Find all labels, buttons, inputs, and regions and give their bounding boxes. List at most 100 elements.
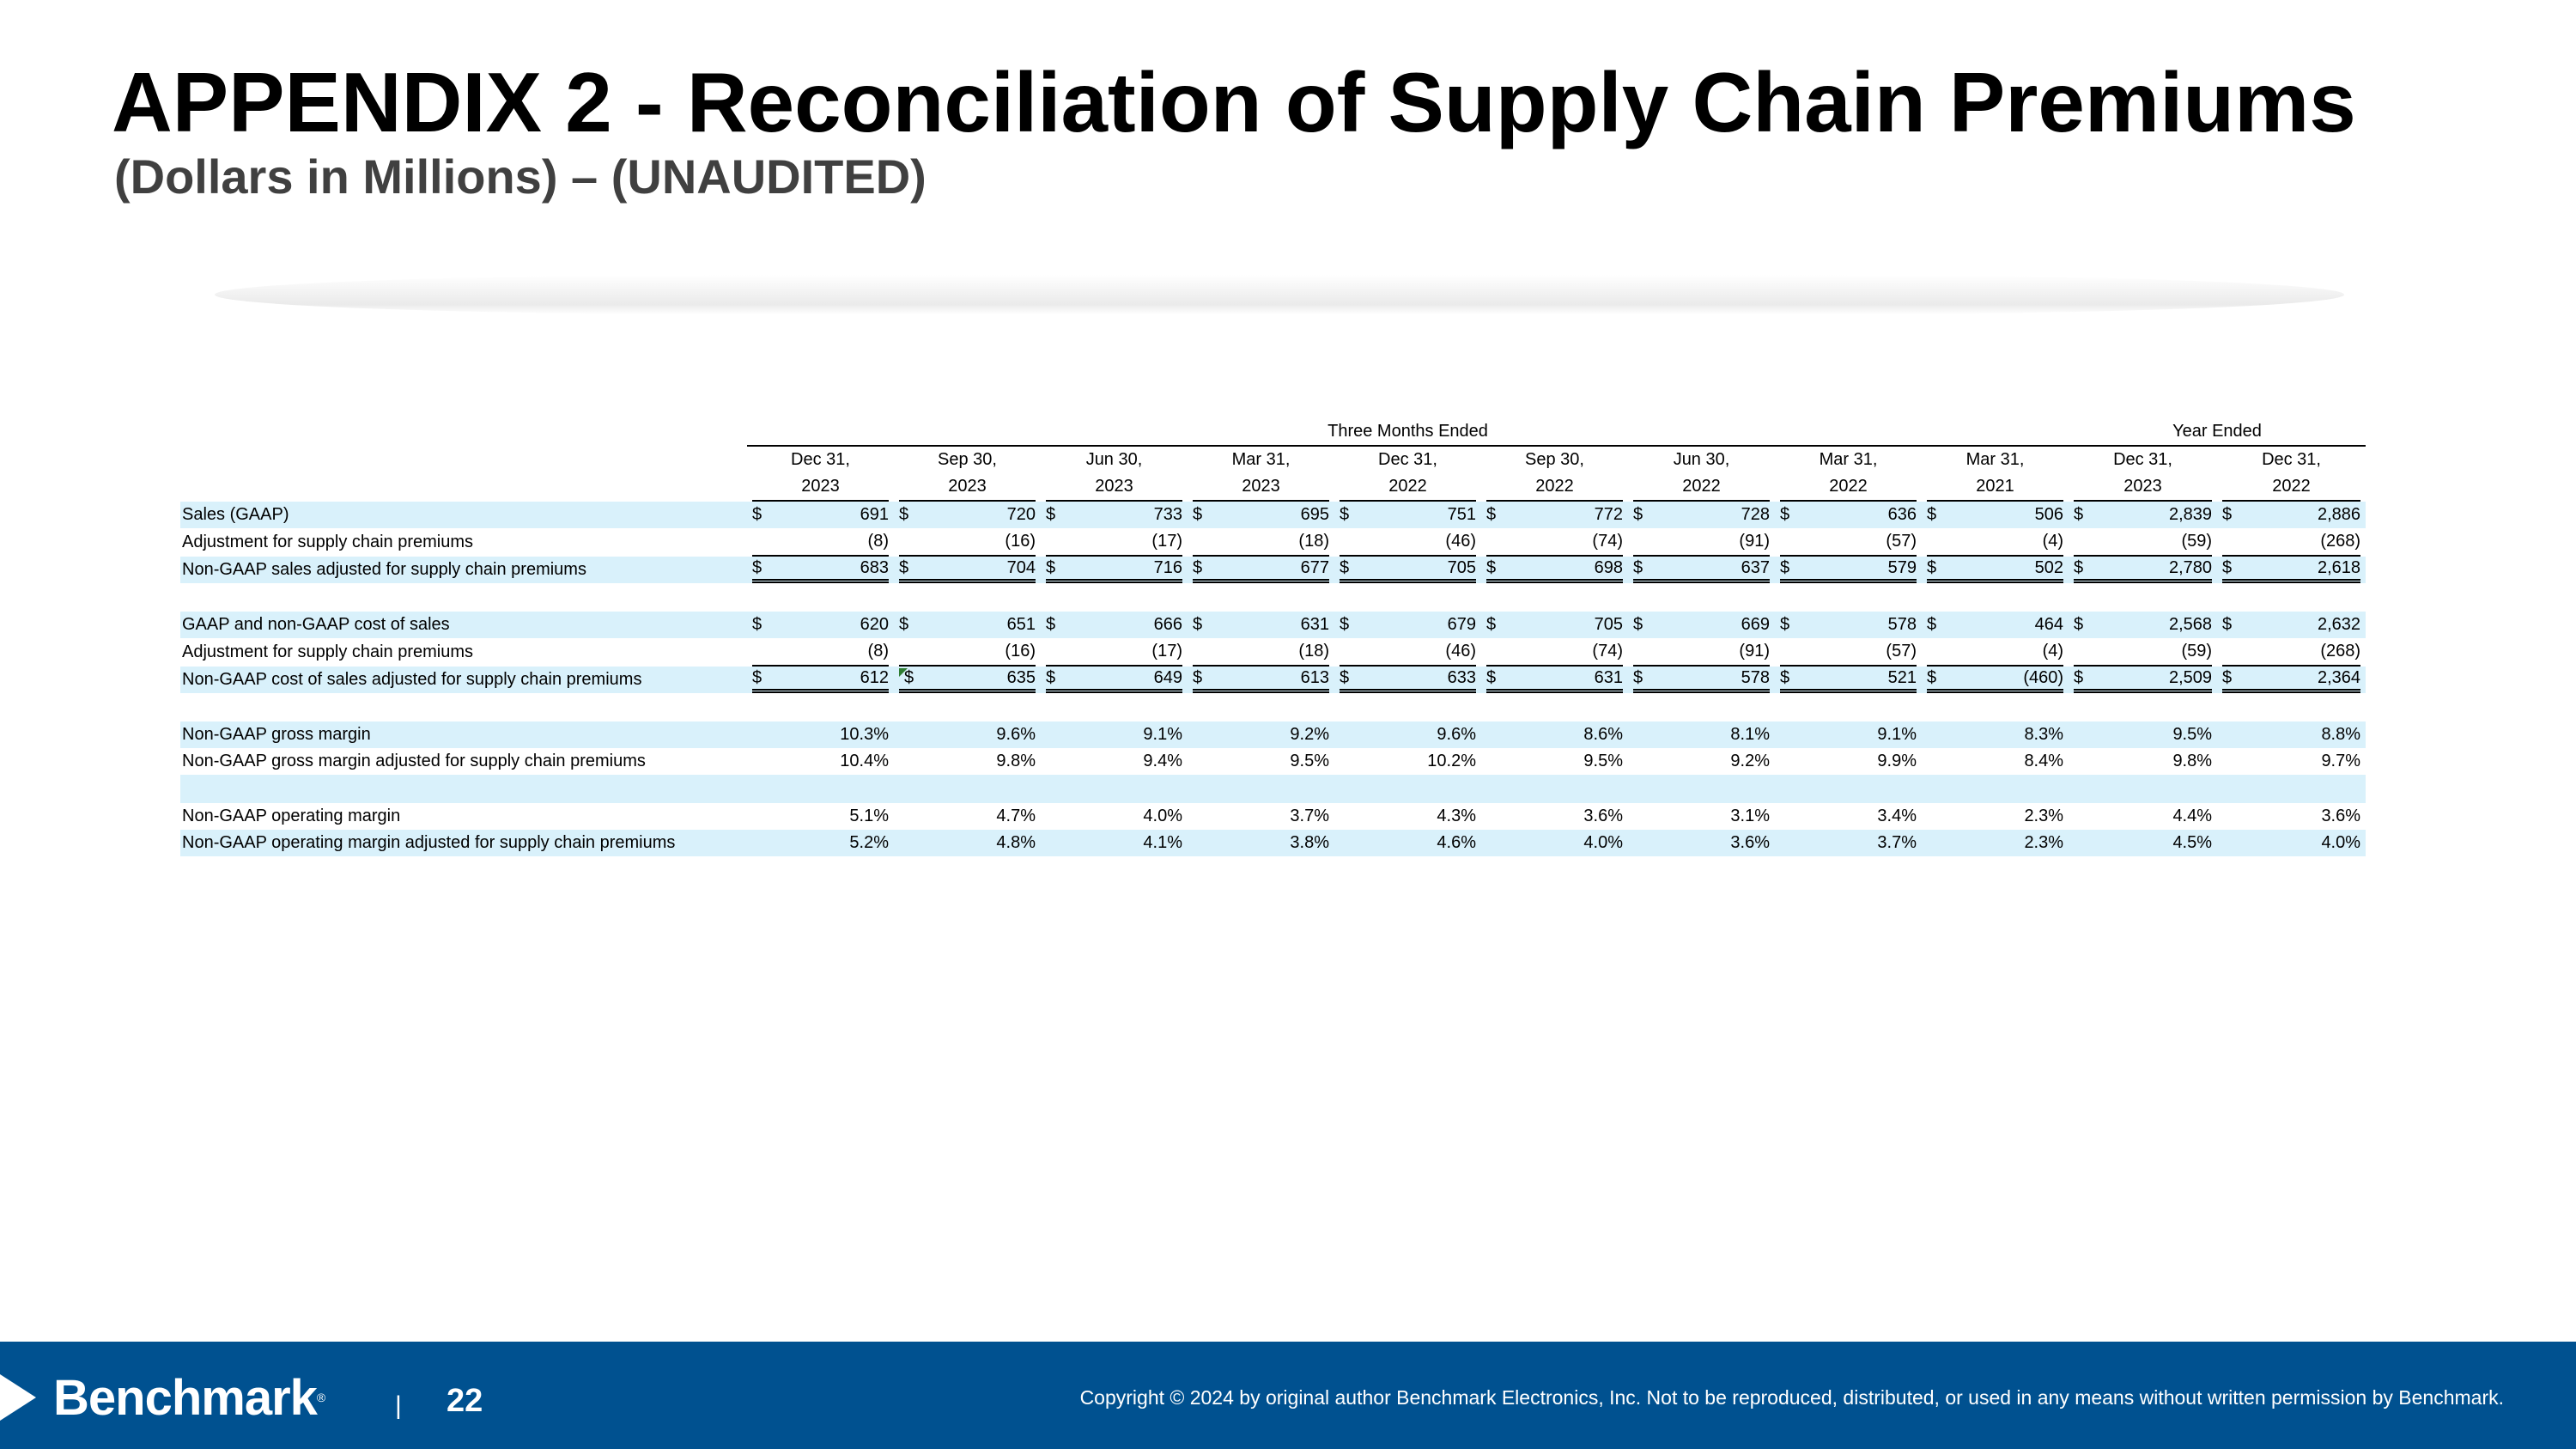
value-cell: (17) — [1041, 528, 1188, 557]
percent-cell: 4.1% — [1041, 830, 1188, 856]
value-number: 521 — [1887, 668, 1917, 687]
value-cell: $2,780 — [2069, 557, 2218, 583]
currency-symbol: $ — [1486, 615, 1497, 634]
percent-cell: 4.7% — [996, 807, 1036, 825]
currency-symbol: $ — [2074, 558, 2084, 577]
currency-symbol: $ — [1927, 668, 1937, 687]
value-number: (57) — [1886, 642, 1917, 661]
value-number: 631 — [1300, 615, 1329, 634]
value-number: (16) — [1005, 642, 1036, 661]
value-cell: $2,568 — [2069, 612, 2218, 638]
row-label: Non-GAAP cost of sales adjusted for supp… — [180, 667, 747, 693]
currency-symbol: $ — [1927, 615, 1937, 634]
value-cell: $506 — [1922, 502, 2069, 528]
benchmark-logo: Benchmark ® — [0, 1370, 325, 1426]
cell-comment-marker-icon — [899, 668, 908, 677]
currency-symbol: $ — [2074, 615, 2084, 634]
value-number: 679 — [1447, 615, 1476, 634]
spacer-row — [180, 693, 2366, 721]
value-cell: (46) — [1334, 528, 1481, 557]
value-number: 704 — [1006, 558, 1036, 577]
value-cell: (268) — [2217, 528, 2366, 557]
period-year: 2021 — [1927, 473, 2064, 502]
row-label: Adjustment for supply chain premiums — [182, 642, 474, 661]
value-number: (74) — [1592, 642, 1623, 661]
period-header-line2: 2022 — [1775, 473, 1922, 502]
value-number: 751 — [1447, 505, 1476, 524]
value-number: 2,632 — [2317, 615, 2361, 634]
value-cell: $651 — [894, 612, 1041, 638]
currency-symbol: $ — [899, 558, 909, 577]
currency-symbol: $ — [1046, 505, 1056, 524]
value-cell: $698 — [1481, 557, 1628, 583]
period-year: 2022 — [2222, 473, 2361, 502]
value-cell: (57) — [1775, 528, 1922, 557]
footer-bar: Benchmark ® | 22 Copyright © 2024 by orig… — [0, 1342, 2576, 1449]
percent-cell: 5.2% — [747, 830, 894, 856]
percent-cell: 3.7% — [1290, 807, 1329, 825]
value-cell: (4) — [1922, 638, 2069, 667]
period-year: 2023 — [899, 473, 1036, 502]
value-number: 633 — [1447, 668, 1476, 687]
value-number: (8) — [867, 532, 889, 551]
value-number: 578 — [1741, 668, 1770, 687]
value-cell: $649 — [1041, 667, 1188, 693]
value-cell: $695 — [1188, 502, 1334, 528]
value-cell: $613 — [1188, 667, 1334, 693]
row-label: GAAP and non-GAAP cost of sales — [180, 612, 747, 638]
page-number: 22 — [447, 1383, 483, 1419]
period-header-line1: Sep 30, — [1525, 450, 1584, 469]
row-label: Non-GAAP gross margin — [180, 721, 747, 748]
value-cell: (18) — [1188, 528, 1334, 557]
table-row: Adjustment for supply chain premiums (8) (… — [180, 638, 2366, 667]
period-header-line2: 2022 — [2217, 473, 2366, 502]
period-year: 2022 — [1780, 473, 1917, 502]
percent-cell: 10.3% — [747, 721, 894, 748]
percent-cell: 4.0% — [1143, 807, 1182, 825]
value-number: (8) — [867, 642, 889, 661]
table-row: Non-GAAP operating margin adjusted for s… — [180, 830, 2366, 856]
value-number: 2,568 — [2168, 615, 2213, 634]
value-cell: $669 — [1628, 612, 1775, 638]
value-number: (17) — [1151, 642, 1182, 661]
value-cell: $2,509 — [2069, 667, 2218, 693]
value-cell: $578 — [1775, 612, 1922, 638]
value-number: 691 — [860, 505, 889, 524]
period-header-line1: Sep 30, — [938, 450, 997, 469]
chevron-right-icon — [0, 1374, 36, 1421]
value-number: 631 — [1594, 668, 1623, 687]
value-number: 716 — [1153, 558, 1182, 577]
value-cell: $704 — [894, 557, 1041, 583]
period-header-line2: 2022 — [1628, 473, 1775, 502]
percent-cell: 9.1% — [1041, 721, 1188, 748]
currency-symbol: $ — [1486, 668, 1497, 687]
value-number: (460) — [2023, 668, 2064, 687]
period-header-line2: 2022 — [1334, 473, 1481, 502]
value-number: (57) — [1886, 532, 1917, 551]
percent-cell: 3.6% — [1628, 830, 1775, 856]
value-number: 636 — [1887, 505, 1917, 524]
value-number: (18) — [1298, 532, 1329, 551]
period-year: 2023 — [752, 473, 889, 502]
percent-cell: 9.1% — [1775, 721, 1922, 748]
percent-cell: 9.8% — [2172, 752, 2213, 770]
value-cell: $631 — [1188, 612, 1334, 638]
value-number: (91) — [1739, 532, 1770, 551]
percent-cell: 3.1% — [1730, 807, 1770, 825]
value-cell: $637 — [1628, 557, 1775, 583]
value-number: 733 — [1153, 505, 1182, 524]
percent-cell: 4.0% — [1481, 830, 1628, 856]
currency-symbol: $ — [1193, 558, 1203, 577]
currency-symbol: $ — [1340, 505, 1350, 524]
value-cell: (74) — [1481, 638, 1628, 667]
value-cell: $2,886 — [2217, 502, 2366, 528]
percent-cell: 3.6% — [2321, 807, 2361, 825]
period-header-line2: 2023 — [894, 473, 1041, 502]
percent-cell: 4.3% — [1437, 807, 1476, 825]
currency-symbol: $ — [1780, 505, 1790, 524]
currency-symbol: $ — [1633, 558, 1643, 577]
value-cell: (4) — [1922, 528, 2069, 557]
period-header-line2: 2023 — [1188, 473, 1334, 502]
currency-symbol: $ — [2222, 505, 2233, 524]
period-header-line1: Jun 30, — [1085, 450, 1143, 469]
